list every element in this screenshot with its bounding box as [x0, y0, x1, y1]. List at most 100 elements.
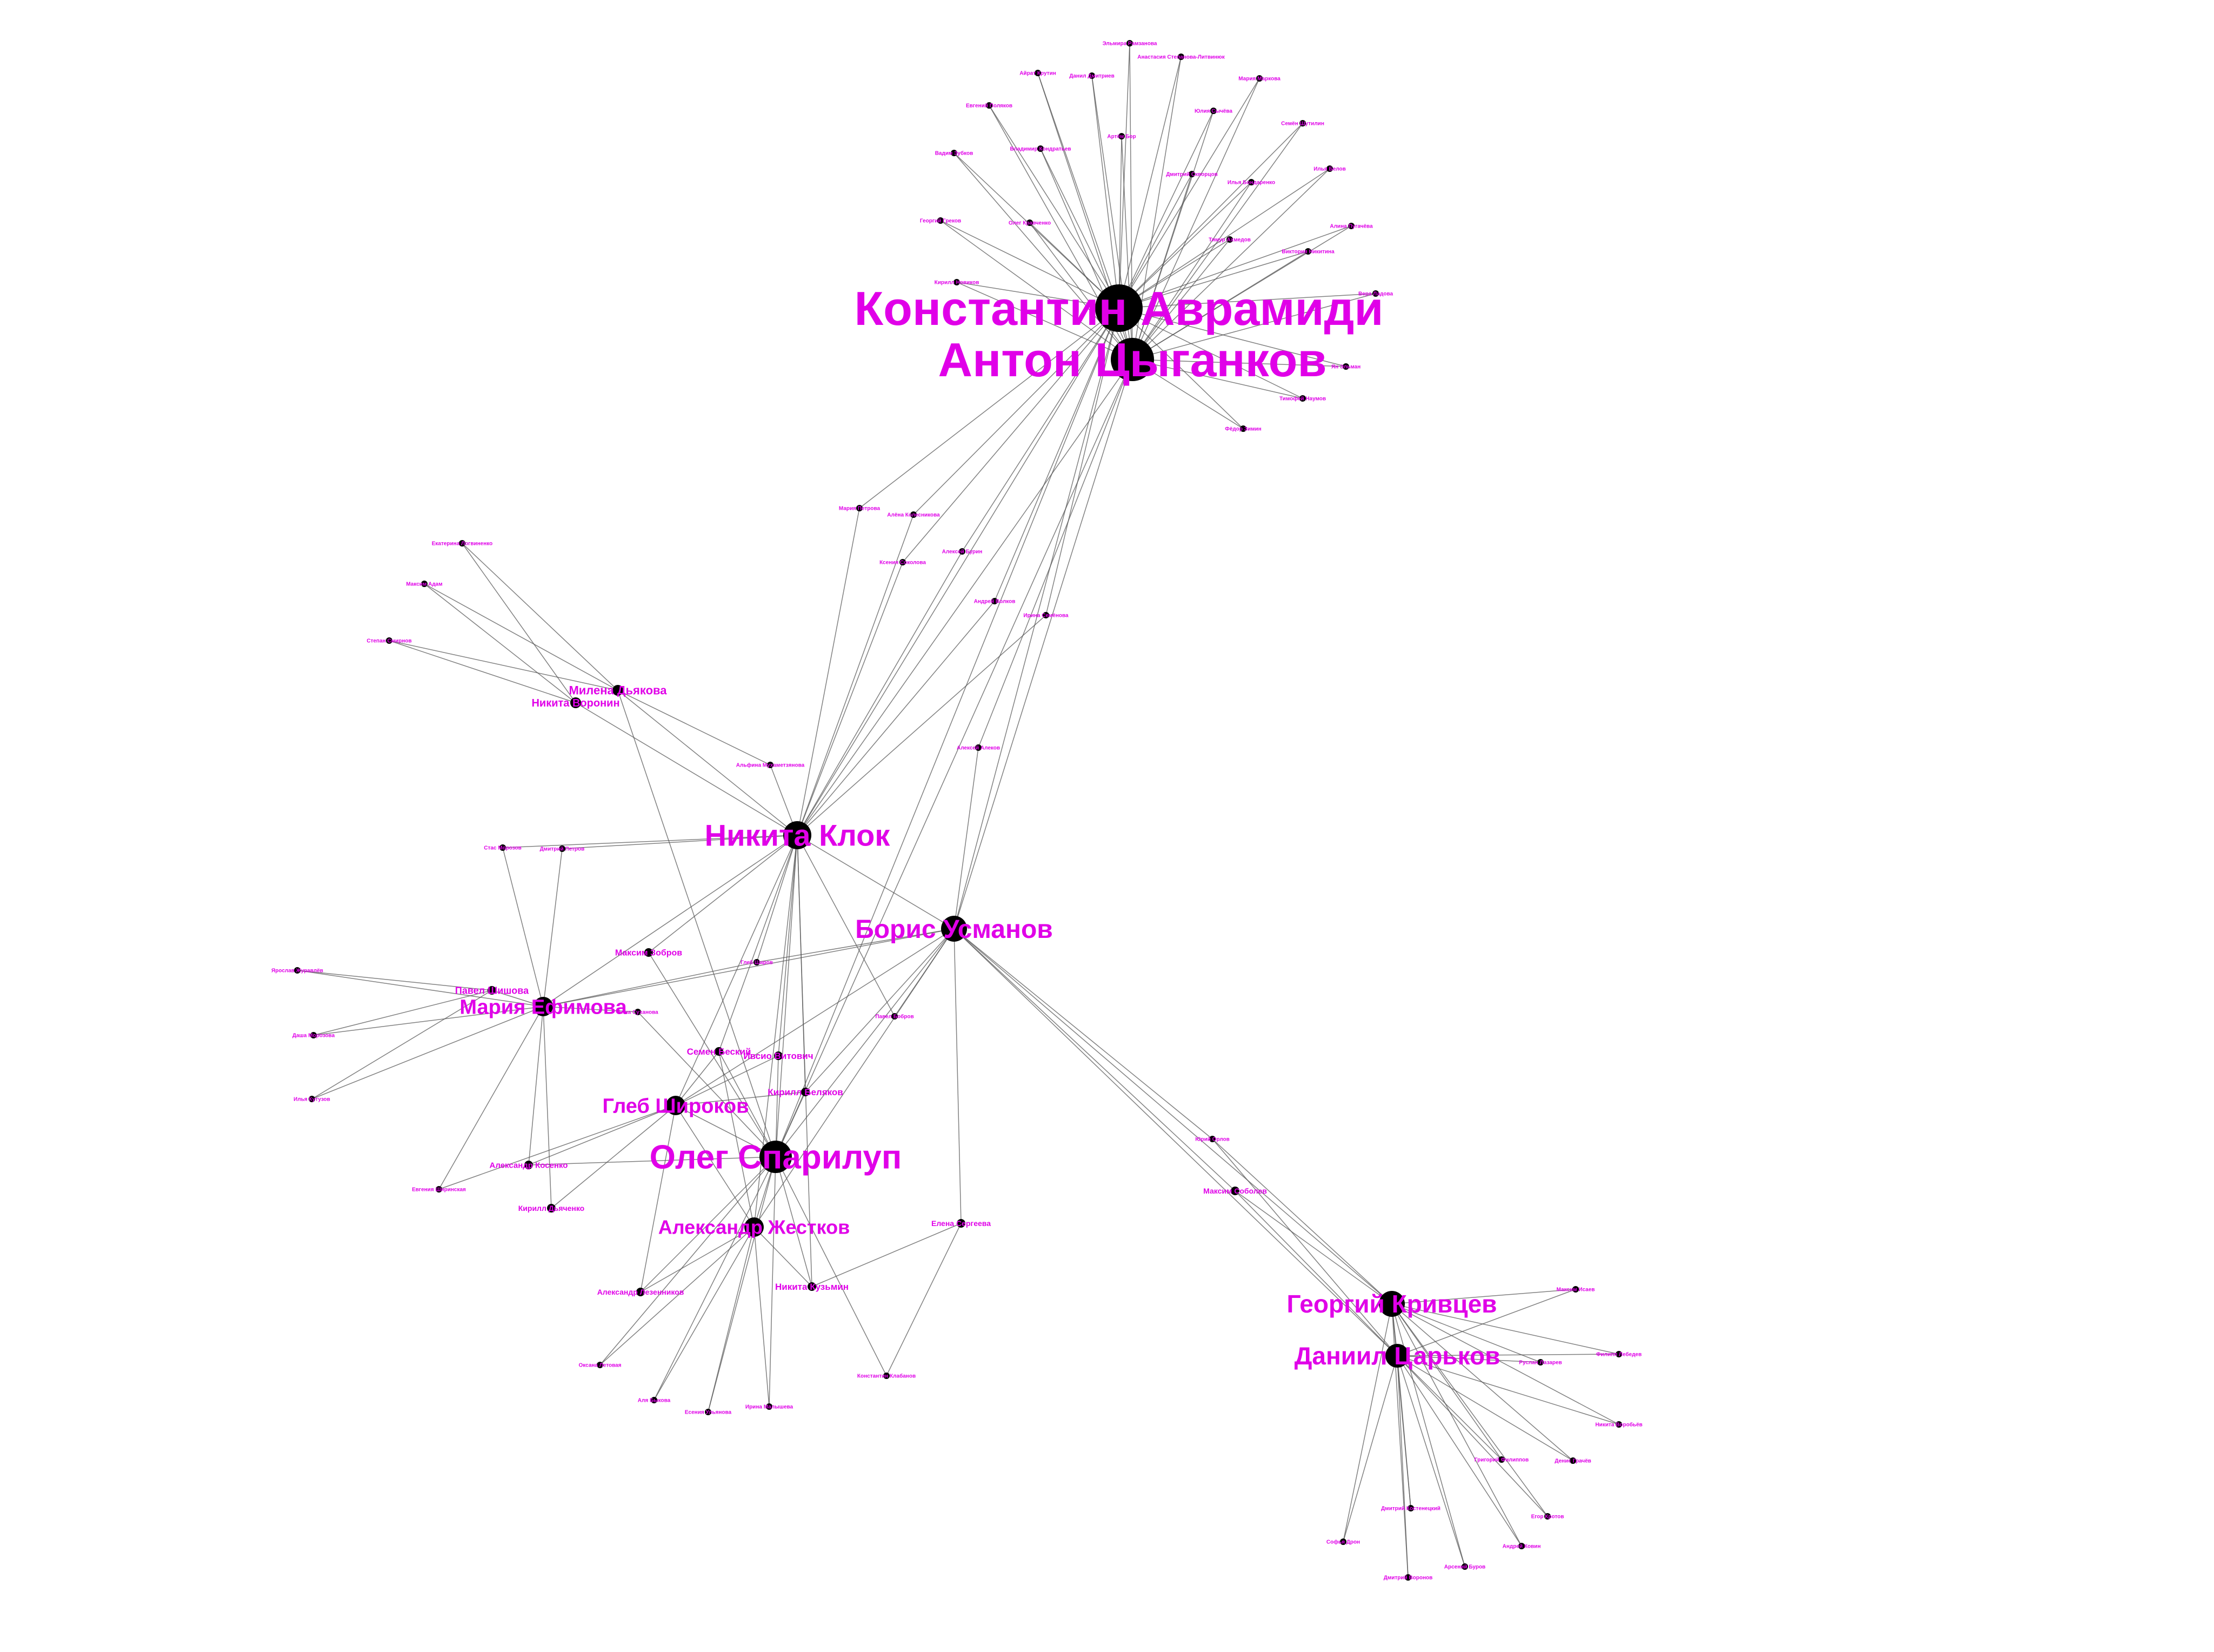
graph-node-p53[interactable]: [1537, 1359, 1544, 1365]
graph-node-azh[interactable]: [744, 1217, 764, 1237]
graph-node-p23[interactable]: [1299, 395, 1306, 402]
edge-gkr-p51: [1391, 1289, 1576, 1304]
node-label-p54: Никита Воробьёв: [1595, 1422, 1642, 1428]
graph-node-p6[interactable]: [986, 102, 992, 109]
graph-node-p46[interactable]: [651, 1397, 657, 1403]
graph-node-p59[interactable]: [1518, 1543, 1525, 1549]
graph-node-p1[interactable]: [1126, 40, 1133, 46]
graph-node-p47[interactable]: [705, 1409, 711, 1415]
graph-node-kav[interactable]: [1095, 284, 1143, 332]
graph-node-mzo[interactable]: [644, 948, 653, 957]
node-label-p4: Анастасия Степанова-Литвинюк: [1137, 55, 1225, 61]
graph-node-psh[interactable]: [488, 986, 496, 995]
graph-node-p5[interactable]: [1256, 75, 1263, 82]
graph-node-p21[interactable]: [1372, 290, 1379, 297]
graph-node-p22[interactable]: [1343, 363, 1349, 370]
graph-node-p19[interactable]: [1305, 248, 1311, 255]
graph-node-osp[interactable]: [759, 1141, 792, 1173]
graph-node-p24[interactable]: [1240, 425, 1246, 432]
node-label-p25: Мария Петрова: [839, 506, 881, 512]
graph-node-p10[interactable]: [1037, 145, 1044, 152]
edge-acy-p20: [956, 282, 1133, 360]
graph-node-p62[interactable]: [1405, 1574, 1411, 1581]
graph-node-p50[interactable]: [1209, 1136, 1216, 1142]
graph-node-p54[interactable]: [1616, 1421, 1622, 1428]
graph-node-p30[interactable]: [1043, 612, 1049, 618]
graph-node-p58[interactable]: [1544, 1513, 1551, 1520]
graph-node-p20[interactable]: [953, 279, 960, 285]
graph-node-p40[interactable]: [309, 1096, 315, 1102]
graph-node-p33[interactable]: [386, 637, 392, 644]
graph-node-p16[interactable]: [1026, 219, 1033, 226]
graph-node-p13[interactable]: [1326, 165, 1333, 172]
graph-node-p18[interactable]: [1348, 223, 1355, 229]
graph-node-p34[interactable]: [767, 762, 773, 768]
graph-node-kbe[interactable]: [801, 1088, 810, 1096]
edge-bus-p43: [756, 928, 955, 963]
graph-node-gsh[interactable]: [666, 1096, 685, 1115]
graph-node-p9[interactable]: [951, 150, 957, 156]
graph-node-p61[interactable]: [1462, 1563, 1468, 1570]
graph-node-mdy[interactable]: [612, 685, 623, 696]
graph-node-p51[interactable]: [1572, 1286, 1579, 1293]
graph-node-nku[interactable]: [808, 1282, 816, 1291]
graph-node-p12[interactable]: [1189, 171, 1195, 177]
graph-node-kdi[interactable]: [547, 1204, 556, 1213]
graph-node-p57[interactable]: [1408, 1505, 1414, 1511]
graph-node-p27[interactable]: [959, 548, 965, 555]
graph-node-p3[interactable]: [1089, 72, 1095, 79]
graph-node-nvo[interactable]: [570, 697, 581, 708]
graph-node-p31[interactable]: [459, 540, 465, 547]
graph-node-mef[interactable]: [534, 997, 553, 1016]
graph-node-nkl[interactable]: [783, 821, 811, 849]
graph-node-p56[interactable]: [1570, 1457, 1576, 1464]
graph-node-p15[interactable]: [937, 217, 944, 224]
node-label-mso: Максим Соболев: [1203, 1187, 1267, 1195]
graph-node-p55[interactable]: [1498, 1456, 1505, 1463]
edge-nkl-mef: [543, 835, 798, 1007]
graph-node-p43[interactable]: [753, 959, 760, 965]
graph-node-p2[interactable]: [1035, 70, 1041, 76]
graph-node-egs[interactable]: [957, 1219, 965, 1228]
graph-node-p39[interactable]: [310, 1032, 317, 1038]
graph-node-p25[interactable]: [856, 505, 863, 511]
graph-node-mso[interactable]: [1231, 1187, 1239, 1195]
graph-node-dca[interactable]: [1385, 1344, 1409, 1368]
graph-node-ash[interactable]: [636, 1288, 645, 1296]
graph-node-ark[interactable]: [524, 1161, 533, 1169]
graph-node-p41[interactable]: [436, 1186, 442, 1193]
graph-node-p4[interactable]: [1178, 54, 1184, 60]
edge-kav-p25: [859, 308, 1119, 509]
graph-node-p7[interactable]: [1210, 108, 1217, 114]
graph-node-p52[interactable]: [1616, 1351, 1622, 1357]
graph-node-p60[interactable]: [1340, 1538, 1346, 1545]
graph-node-p35[interactable]: [975, 744, 982, 751]
graph-node-p48[interactable]: [766, 1403, 772, 1410]
graph-node-acy[interactable]: [1111, 338, 1154, 381]
graph-node-p11[interactable]: [1118, 133, 1125, 139]
graph-node-p44[interactable]: [891, 1013, 898, 1020]
graph-node-p8[interactable]: [1299, 120, 1306, 126]
graph-node-p26[interactable]: [910, 511, 917, 518]
graph-node-gkr[interactable]: [1379, 1291, 1405, 1317]
graph-node-p37[interactable]: [559, 845, 565, 852]
graph-node-p49[interactable]: [883, 1373, 890, 1379]
graph-node-p29[interactable]: [991, 598, 998, 604]
graph-node-p45[interactable]: [597, 1362, 603, 1368]
graph-node-sbe[interactable]: [715, 1047, 723, 1056]
graph-node-iau[interactable]: [774, 1051, 783, 1060]
graph-node-p38[interactable]: [294, 967, 301, 974]
node-label-p60: Софья Дрон: [1326, 1539, 1360, 1546]
graph-node-p36[interactable]: [499, 844, 506, 851]
graph-node-p42[interactable]: [635, 1009, 641, 1015]
graph-node-p32[interactable]: [421, 581, 428, 587]
graph-node-p17[interactable]: [1226, 236, 1233, 243]
graph-node-bus[interactable]: [941, 916, 967, 942]
node-label-p29: Андрей Волков: [974, 599, 1016, 605]
graph-node-p14[interactable]: [1248, 179, 1255, 185]
node-label-p21: Вера Ладова: [1358, 291, 1393, 297]
graph-node-p28[interactable]: [899, 559, 906, 565]
node-label-mdy: Милена Дьякова: [569, 684, 667, 697]
node-label-p22: Ян Эльман: [1331, 364, 1361, 370]
edge-mef-p37: [543, 848, 563, 1007]
